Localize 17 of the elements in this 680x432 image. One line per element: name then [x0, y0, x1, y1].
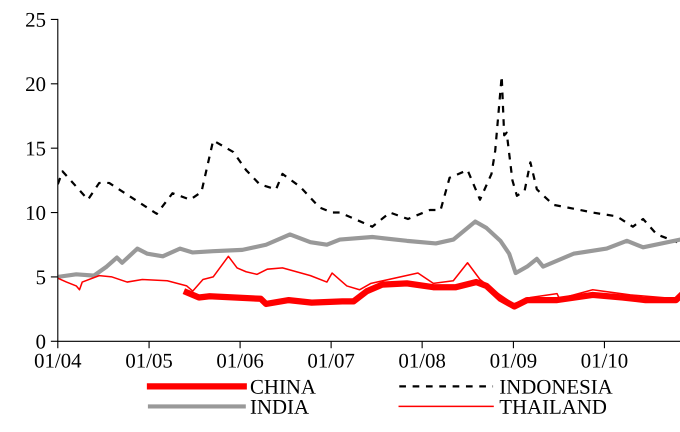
y-tick-label: 20	[26, 77, 46, 92]
x-tick-label: 01/04	[34, 354, 82, 368]
y-tick-label: 0	[36, 334, 46, 349]
y-tick-label: 5	[36, 270, 46, 284]
y-tick-label: 10	[26, 206, 46, 220]
x-tick-label: 01/08	[399, 354, 446, 368]
legend-label: THAILAND	[500, 400, 606, 414]
x-tick-label: 01/07	[308, 354, 354, 368]
y-tick-label: 15	[26, 142, 46, 156]
y-tick-label: 25	[26, 12, 46, 27]
x-tick-label: 01/06	[217, 354, 264, 368]
x-tick-label: 01/10	[582, 354, 628, 368]
legend-label: INDIA	[250, 400, 309, 414]
x-tick-label: 01/05	[126, 354, 172, 368]
legend-label: INDONESIA	[500, 380, 613, 394]
legend-label: CHINA	[250, 380, 316, 394]
x-tick-label: 01/09	[490, 354, 536, 368]
